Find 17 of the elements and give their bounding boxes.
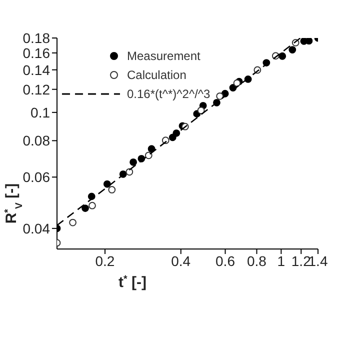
x-axis-title: t$^{*}$ [-] xyxy=(118,274,146,291)
x-tick-label: 0.4 xyxy=(171,252,191,269)
legend-label: Measurement xyxy=(127,48,200,62)
x-tick-label: 0.2 xyxy=(95,252,115,269)
y-tick-label: 0.1 xyxy=(30,104,50,120)
x-tick-label: 0.8 xyxy=(247,252,267,269)
x-tick-label: 0.6 xyxy=(216,252,236,269)
x-tick-label: 1 xyxy=(277,252,286,269)
legend-label: Calculation xyxy=(127,68,186,82)
y-tick-label: 0.06 xyxy=(22,169,50,186)
y-tick-label: 0.04 xyxy=(22,220,50,236)
legend-label: 0.16*(t^*)^2^/^3 xyxy=(127,86,210,100)
y-tick-label: 0.08 xyxy=(22,132,50,149)
y-tick-label: 0.12 xyxy=(22,81,50,98)
y-tick-label: 0.14 xyxy=(22,62,50,78)
y-tick-label: 0.16 xyxy=(22,44,50,61)
y-tick-label: 0.18 xyxy=(22,30,50,46)
